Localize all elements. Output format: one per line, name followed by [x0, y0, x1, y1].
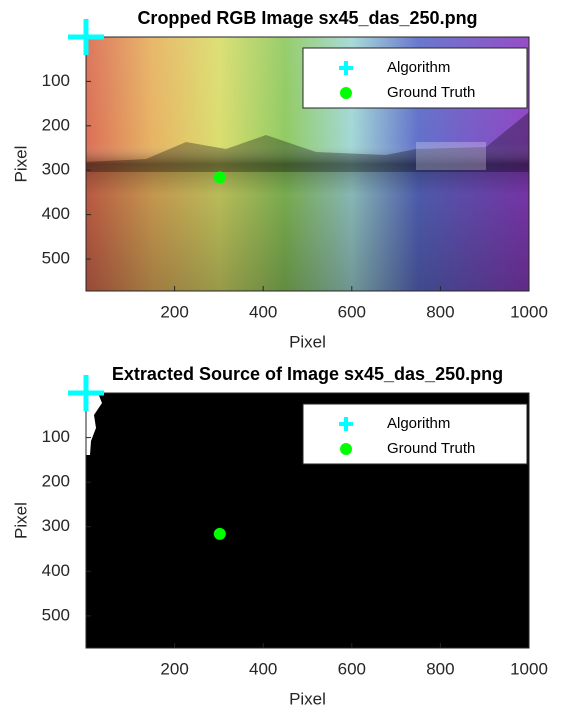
x-tick-label: 200 [160, 302, 188, 321]
y-tick-label: 400 [42, 204, 70, 223]
y-tick-label: 100 [42, 427, 70, 446]
x-tick-label: 400 [249, 659, 277, 678]
data-point [214, 528, 226, 540]
y-tick-label: 300 [42, 160, 70, 179]
legend-label: Ground Truth [387, 440, 475, 457]
chart-title: Cropped RGB Image sx45_das_250.png [137, 8, 477, 28]
y-tick-label: 200 [42, 115, 70, 134]
y-axis-label: Pixel [11, 146, 30, 183]
legend-label: Algorithm [387, 59, 450, 76]
legend-label: Algorithm [387, 415, 450, 432]
legend-marker [340, 443, 352, 455]
chart-title: Extracted Source of Image sx45_das_250.p… [112, 364, 503, 384]
y-tick-label: 300 [42, 516, 70, 535]
y-axis-label: Pixel [11, 502, 30, 539]
x-tick-label: 600 [338, 659, 366, 678]
figure: 200 400 600 800 1000 100 200 300 400 500 Cropped R… [0, 0, 566, 713]
y-tick-label: 500 [42, 249, 70, 268]
x-tick-label: 800 [426, 302, 454, 321]
image-house [416, 142, 486, 170]
x-tick-label: 200 [160, 659, 188, 678]
x-tick-label: 1000 [510, 659, 548, 678]
x-axis-label: Pixel [289, 689, 326, 708]
y-tick-label: 400 [42, 561, 70, 580]
y-tick-label: 200 [42, 472, 70, 491]
x-tick-label: 400 [249, 302, 277, 321]
y-tick-label: 500 [42, 605, 70, 624]
x-axis-label: Pixel [289, 332, 326, 351]
data-point [214, 171, 226, 183]
legend-marker [340, 87, 352, 99]
x-tick-label: 800 [426, 659, 454, 678]
x-tick-label: 600 [338, 302, 366, 321]
legend-label: Ground Truth [387, 84, 475, 101]
x-tick-label: 1000 [510, 302, 548, 321]
y-tick-label: 100 [42, 71, 70, 90]
